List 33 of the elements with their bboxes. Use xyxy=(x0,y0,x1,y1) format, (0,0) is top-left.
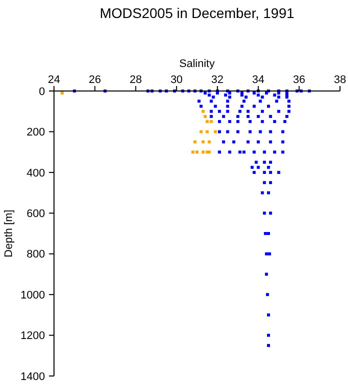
point xyxy=(202,140,205,144)
y-tick-label: 0 xyxy=(38,86,45,98)
point xyxy=(202,150,205,154)
y-tick-label: 200 xyxy=(26,126,45,139)
x-tick-label: 30 xyxy=(170,74,183,86)
y-tick-label: 600 xyxy=(26,208,45,220)
point xyxy=(196,150,198,154)
x-tick-label: 26 xyxy=(88,74,101,86)
chart-title: MODS2005 in December, 1991 xyxy=(100,5,294,21)
point xyxy=(200,130,203,134)
y-tick-label: 1200 xyxy=(20,330,45,342)
point xyxy=(202,110,205,113)
point xyxy=(206,120,209,124)
point xyxy=(214,130,217,134)
point xyxy=(210,120,213,124)
point xyxy=(206,130,209,134)
y-tick-label: 1400 xyxy=(20,370,45,383)
x-axis-title: Salinity xyxy=(179,58,216,70)
point xyxy=(204,114,207,118)
x-tick-label: 28 xyxy=(130,74,142,86)
x-tick-label: 36 xyxy=(293,74,306,86)
x-tick-label: 32 xyxy=(211,74,224,86)
point xyxy=(60,92,64,95)
y-tick-label: 800 xyxy=(26,248,45,261)
point xyxy=(208,140,211,144)
y-tick-label: 400 xyxy=(26,167,45,180)
x-tick-label: 34 xyxy=(252,74,264,86)
x-tick-label: 38 xyxy=(334,74,346,86)
point xyxy=(191,150,194,154)
point xyxy=(193,140,196,144)
y-tick-label: 1000 xyxy=(20,289,45,302)
y-axis-title: Depth [m] xyxy=(3,210,15,258)
x-tick-label: 24 xyxy=(48,74,60,86)
